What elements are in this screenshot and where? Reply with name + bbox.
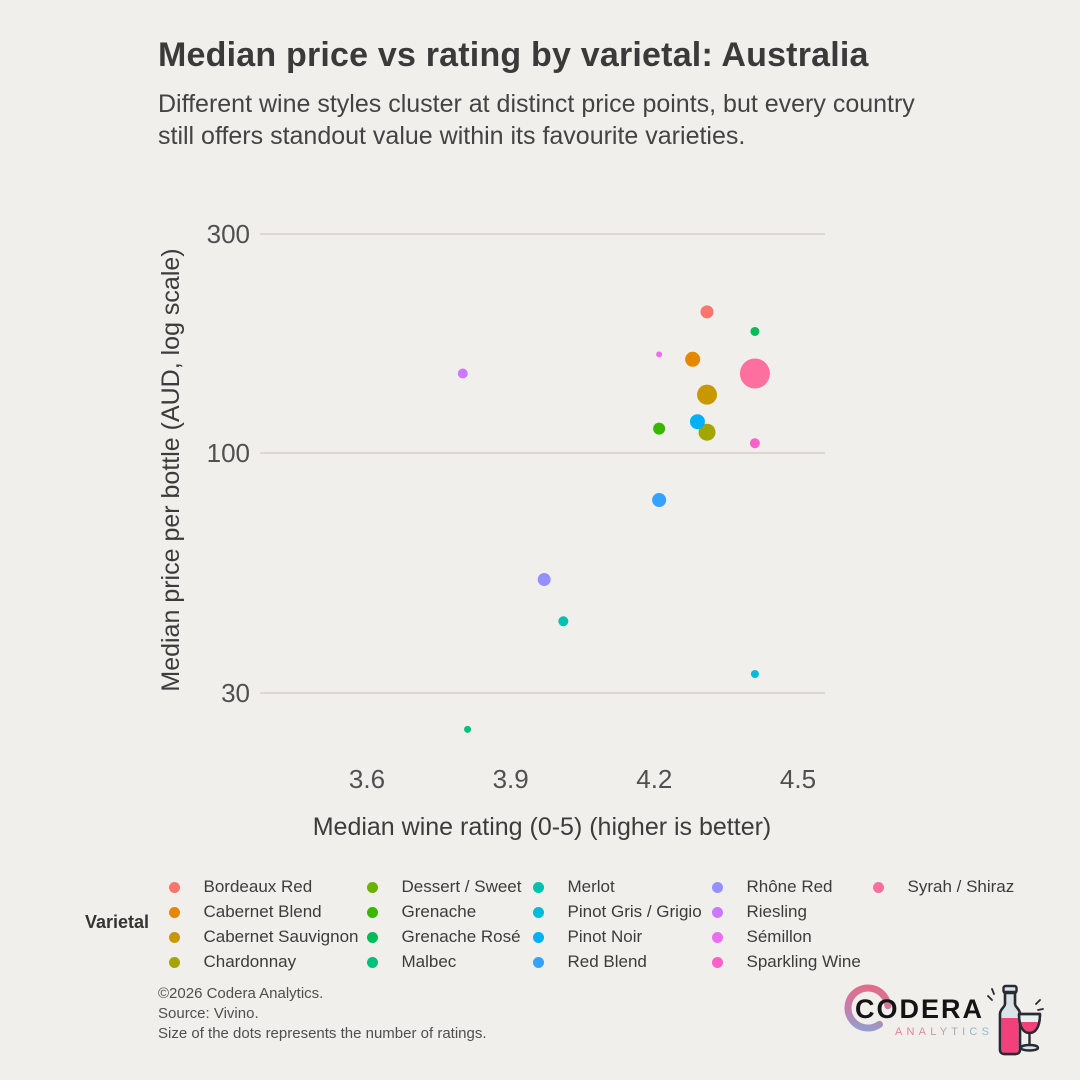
- legend-swatch-rh-ne-red: [711, 881, 723, 893]
- legend-item-chardonnay: Chardonnay: [168, 952, 297, 972]
- legend-item-syrah-shiraz: Syrah / Shiraz: [872, 877, 1015, 897]
- legend-label-riesling: Riesling: [746, 902, 807, 921]
- legend-label-rh-ne-red: Rhône Red: [746, 877, 833, 896]
- copyright-text: ©2026 Codera Analytics.: [158, 985, 324, 1002]
- legend-label-pinot-gris-grigio: Pinot Gris / Grigio: [567, 902, 702, 921]
- legend-label-cabernet-sauvignon: Cabernet Sauvignon: [203, 927, 359, 946]
- data-point-grenache-ros: [750, 326, 760, 336]
- legend-swatch-dessert-sweet: [366, 881, 378, 893]
- legend-label-red-blend: Red Blend: [567, 952, 647, 971]
- legend-label-syrah-shiraz: Syrah / Shiraz: [907, 877, 1015, 896]
- legend-swatch-riesling: [711, 906, 723, 918]
- data-point-riesling: [457, 368, 468, 379]
- legend-swatch-cabernet-blend: [168, 906, 180, 918]
- data-point-sparkling-wine: [749, 438, 760, 449]
- data-point-grenache: [653, 422, 666, 435]
- x-tick-label-4.2: 4.2: [636, 764, 672, 794]
- legend-item-pinot-gris-grigio: Pinot Gris / Grigio: [532, 902, 702, 922]
- legend-swatch-merlot: [532, 881, 544, 893]
- legend-item-dessert-sweet: Dessert / Sweet: [366, 877, 522, 897]
- y-tick-label-300: 300: [207, 219, 250, 249]
- page-title: Median price vs rating by varietal: Aust…: [158, 36, 869, 74]
- legend-swatch-s-millon: [711, 931, 723, 943]
- legend-item-riesling: Riesling: [711, 902, 807, 922]
- legend-swatch-chardonnay: [168, 956, 180, 968]
- legend-item-pinot-noir: Pinot Noir: [532, 927, 643, 947]
- data-point-merlot: [558, 616, 569, 627]
- legend-swatch-grenache: [366, 906, 378, 918]
- legend-swatch-malbec: [366, 956, 378, 968]
- data-point-pinot-noir: [689, 414, 705, 430]
- y-tick-label-30: 30: [221, 678, 250, 708]
- legend-label-chardonnay: Chardonnay: [203, 952, 297, 971]
- y-axis-title: Median price per bottle (AUD, log scale): [157, 248, 185, 692]
- legend-swatch-cabernet-sauvignon: [168, 931, 180, 943]
- x-tick-label-4.5: 4.5: [780, 764, 816, 794]
- x-tick-label-3.9: 3.9: [493, 764, 529, 794]
- legend-swatch-pinot-gris-grigio: [532, 906, 544, 918]
- data-point-rh-ne-red: [537, 573, 551, 587]
- legend-item-grenache-ros: Grenache Rosé: [366, 927, 521, 947]
- legend-title: Varietal: [85, 912, 150, 932]
- legend-label-bordeaux-red: Bordeaux Red: [203, 877, 313, 896]
- source-text: Source: Vivino.: [158, 1005, 259, 1022]
- data-point-chardonnay: [698, 423, 716, 441]
- legend-item-rh-ne-red: Rhône Red: [711, 877, 833, 897]
- data-point-s-millon: [656, 351, 663, 358]
- legend-label-grenache-ros: Grenache Rosé: [401, 927, 521, 946]
- legend-label-merlot: Merlot: [567, 877, 615, 896]
- legend-item-cabernet-blend: Cabernet Blend: [168, 902, 322, 922]
- legend-label-cabernet-blend: Cabernet Blend: [203, 902, 322, 921]
- legend-item-merlot: Merlot: [532, 877, 615, 897]
- chart-subtitle: Different wine styles cluster at distinc…: [158, 88, 915, 152]
- data-point-malbec: [464, 725, 472, 733]
- legend-swatch-syrah-shiraz: [872, 881, 884, 893]
- data-point-syrah-shiraz: [739, 358, 770, 389]
- legend-swatch-sparkling-wine: [711, 956, 723, 968]
- legend-item-malbec: Malbec: [366, 952, 457, 972]
- legend-label-dessert-sweet: Dessert / Sweet: [401, 877, 522, 896]
- footer-caption: ©2026 Codera Analytics. Source: Vivino. …: [158, 984, 487, 1044]
- legend-label-grenache: Grenache: [401, 902, 477, 921]
- legend-item-grenache: Grenache: [366, 902, 477, 922]
- legend-label-pinot-noir: Pinot Noir: [567, 927, 643, 946]
- legend-item-s-millon: Sémillon: [711, 927, 812, 947]
- legend-swatch-pinot-noir: [532, 931, 544, 943]
- legend-item-cabernet-sauvignon: Cabernet Sauvignon: [168, 927, 359, 947]
- legend-swatch-bordeaux-red: [168, 881, 180, 893]
- y-tick-label-100: 100: [207, 438, 250, 468]
- legend-label-sparkling-wine: Sparkling Wine: [746, 952, 861, 971]
- legend-item-sparkling-wine: Sparkling Wine: [711, 952, 861, 972]
- size-note-text: Size of the dots represents the number o…: [158, 1025, 487, 1042]
- data-point-red-blend: [652, 492, 667, 507]
- x-axis-title: Median wine rating (0-5) (higher is bett…: [312, 813, 772, 841]
- data-point-pinot-gris-grigio: [750, 670, 759, 679]
- legend-item-bordeaux-red: Bordeaux Red: [168, 877, 313, 897]
- x-tick-label-3.6: 3.6: [349, 764, 385, 794]
- legend-swatch-grenache-ros: [366, 931, 378, 943]
- subtitle-line-2: still offers standout value within its f…: [158, 122, 746, 150]
- legend-swatch-red-blend: [532, 956, 544, 968]
- legend-item-red-blend: Red Blend: [532, 952, 647, 972]
- subtitle-line-1: Different wine styles cluster at distinc…: [158, 90, 915, 118]
- data-point-cabernet-blend: [685, 351, 701, 367]
- legend-label-malbec: Malbec: [401, 952, 457, 971]
- legend-label-s-millon: Sémillon: [746, 927, 812, 946]
- data-point-bordeaux-red: [700, 305, 714, 319]
- data-point-cabernet-sauvignon: [697, 384, 718, 405]
